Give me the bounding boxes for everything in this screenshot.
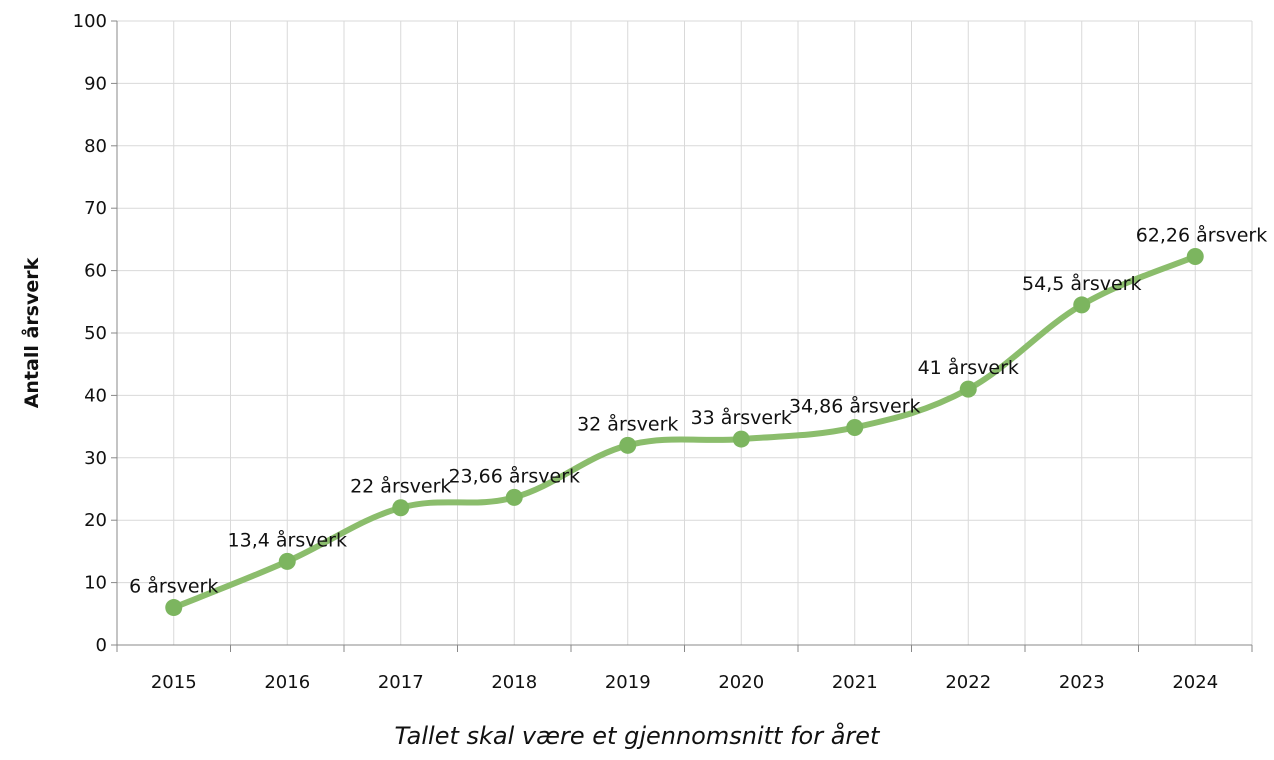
y-tick-label: 50 bbox=[84, 323, 107, 344]
x-tick-label: 2019 bbox=[605, 672, 651, 693]
x-tick-label: 2015 bbox=[151, 672, 197, 693]
y-tick-label: 100 bbox=[73, 11, 107, 32]
x-tick-label: 2020 bbox=[718, 672, 764, 693]
data-label: 34,86 årsverk bbox=[789, 394, 921, 417]
y-tick-label: 70 bbox=[84, 198, 107, 219]
data-label: 22 årsverk bbox=[350, 475, 451, 498]
data-label: 23,66 årsverk bbox=[448, 464, 580, 487]
data-point bbox=[1186, 247, 1204, 265]
y-tick-label: 40 bbox=[84, 385, 107, 406]
x-axis-title: Tallet skal være et gjennomsnitt for åre… bbox=[394, 722, 880, 750]
x-tick-label: 2023 bbox=[1059, 672, 1105, 693]
data-label: 13,4 årsverk bbox=[228, 528, 347, 551]
data-point bbox=[278, 552, 296, 570]
data-point bbox=[392, 499, 410, 517]
data-label: 32 årsverk bbox=[577, 412, 678, 435]
data-point bbox=[959, 380, 977, 398]
y-tick-label: 0 bbox=[96, 635, 107, 656]
y-tick-label: 80 bbox=[84, 136, 107, 157]
data-point bbox=[1073, 296, 1091, 314]
data-points bbox=[165, 247, 1204, 617]
y-tick-label: 90 bbox=[84, 73, 107, 94]
data-point bbox=[619, 436, 637, 454]
x-tick-label: 2024 bbox=[1172, 672, 1218, 693]
grid-lines bbox=[117, 20, 1253, 645]
x-tick-label: 2016 bbox=[264, 672, 310, 693]
y-axis-title: Antall årsverk bbox=[19, 257, 43, 408]
x-tick-label: 2021 bbox=[832, 672, 878, 693]
data-point bbox=[165, 599, 183, 617]
data-label: 54,5 årsverk bbox=[1022, 272, 1141, 295]
x-tick-label: 2017 bbox=[378, 672, 424, 693]
y-tick-label: 20 bbox=[84, 510, 107, 531]
y-tick-labels: 0 10 20 30 40 50 60 70 80 90 100 bbox=[73, 11, 107, 656]
x-tick-labels: 2015 2016 2017 2018 2019 2020 2021 2022 2023 2024 bbox=[151, 672, 1218, 693]
y-tick-label: 10 bbox=[84, 573, 107, 594]
data-label: 6 årsverk bbox=[129, 575, 218, 598]
data-point bbox=[846, 418, 864, 436]
x-tick-label: 2022 bbox=[945, 672, 991, 693]
y-tick-label: 30 bbox=[84, 448, 107, 469]
data-point bbox=[505, 488, 523, 506]
x-tick-label: 2018 bbox=[491, 672, 537, 693]
axes bbox=[111, 20, 1253, 652]
y-tick-label: 60 bbox=[84, 261, 107, 282]
series-line bbox=[170, 253, 1199, 611]
data-label: 41 årsverk bbox=[918, 356, 1019, 379]
data-label: 62,26 årsverk bbox=[1136, 223, 1268, 246]
data-label: 33 årsverk bbox=[691, 406, 792, 429]
data-point bbox=[732, 430, 750, 448]
